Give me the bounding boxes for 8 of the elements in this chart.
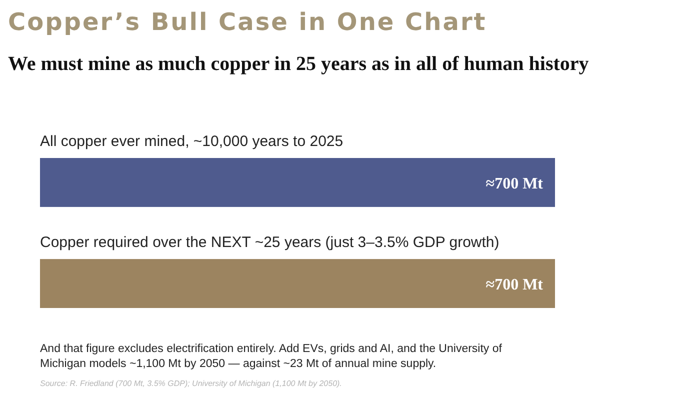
chart-subtitle: We must mine as much copper in 25 years as in all of human history (8, 53, 589, 75)
y-tick-label: All copper ever mined, ~10,000 years to 2025 (40, 133, 344, 150)
data-label: ≈700 Mt (486, 276, 544, 294)
chart-title: Copper’s Bull Case in One Chart (8, 8, 487, 36)
source-note: Source: R. Friedland (700 Mt, 3.5% GDP); University of Michigan (1,100 Mt by 2050). (40, 379, 342, 388)
data-label: ≈700 Mt (486, 175, 544, 192)
text: And that figure excludes electrification entirely. Add EVs, grids and AI, and the University of Michigan models ~1,100 Mt by 2050 — against ~23 Mt of annual mine supply. (40, 343, 503, 370)
y-tick-label: Copper required over the NEXT ~25 years (just 3–3.5% GDP growth) (40, 234, 500, 252)
